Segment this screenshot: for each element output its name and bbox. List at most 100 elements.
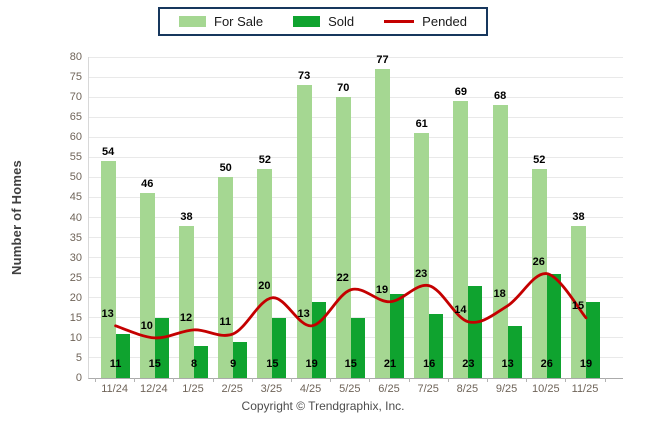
y-tick-label: 10: [69, 331, 82, 344]
legend: For Sale Sold Pended: [158, 7, 488, 36]
legend-item-pended: Pended: [384, 14, 467, 29]
value-label-sold: 8: [190, 358, 198, 370]
x-tick-mark: [134, 378, 136, 382]
legend-label-for-sale: For Sale: [214, 14, 264, 29]
bar-for-sale: [531, 169, 547, 378]
gridline: [89, 237, 623, 239]
bar-for-sale: [571, 225, 586, 378]
y-tick-label: 45: [69, 191, 82, 204]
x-tick-label: 6/25: [378, 383, 400, 395]
value-label-for-sale: 38: [180, 210, 193, 223]
value-label-sold: 13: [501, 358, 514, 370]
gridline: [89, 176, 623, 178]
gridline: [89, 257, 623, 259]
x-tick-mark: [291, 378, 292, 382]
x-tick-mark: [526, 378, 528, 382]
y-tick-label: 0: [75, 372, 82, 384]
value-label-pended: 13: [101, 307, 114, 320]
value-label-sold: 19: [305, 358, 318, 370]
x-tick-label: 3/25: [260, 383, 283, 395]
value-label-pended: 26: [532, 255, 545, 268]
x-tick-mark: [487, 378, 488, 382]
y-tick-label: 75: [69, 71, 82, 84]
x-tick-label: 10/25: [532, 383, 560, 395]
value-label-sold: 15: [266, 358, 279, 370]
value-label-sold: 15: [148, 358, 161, 370]
value-label-sold: 15: [344, 358, 357, 370]
value-label-sold: 19: [579, 358, 593, 370]
value-label-for-sale: 69: [454, 86, 468, 99]
y-tick-label: 35: [69, 231, 82, 244]
bar-sold: [350, 317, 365, 378]
y-tick-label: 60: [69, 131, 82, 144]
x-tick-mark: [95, 378, 96, 382]
value-label-for-sale: 38: [572, 210, 585, 223]
bar-for-sale: [296, 85, 312, 378]
x-tick-label: 11/24: [101, 383, 128, 395]
value-label-for-sale: 46: [141, 178, 154, 191]
value-label-pended: 23: [415, 267, 428, 280]
bar-for-sale: [453, 101, 469, 378]
bar-for-sale: [218, 177, 234, 378]
sold-swatch-icon: [293, 16, 321, 27]
y-tick-label: 25: [69, 271, 82, 284]
value-label-pended: 10: [140, 319, 153, 332]
x-tick-label: 4/25: [299, 383, 322, 395]
pended-line: [114, 272, 588, 340]
bar-sold: [115, 333, 130, 378]
x-tick-mark: [447, 378, 449, 382]
gridline: [89, 116, 623, 118]
x-tick-label: 9/25: [495, 383, 518, 395]
x-tick-mark: [173, 378, 175, 382]
bar-sold: [468, 285, 483, 378]
value-label-pended: 20: [258, 279, 271, 292]
plot-area: 54 11 46 15 38 8 50 9 52 15 73 19 70 15 77 21 61 16 69 23 68…: [88, 54, 623, 379]
bar-sold: [586, 301, 600, 378]
gridline: [89, 217, 623, 218]
value-label-pended: 13: [297, 307, 310, 320]
value-label-sold: 21: [383, 358, 397, 370]
legend-item-for-sale: For Sale: [179, 14, 263, 29]
y-tick-label: 15: [69, 311, 82, 324]
bar-for-sale: [100, 161, 116, 378]
bar-for-sale: [139, 193, 155, 378]
value-label-pended: 11: [219, 315, 231, 328]
value-label-pended: 14: [454, 303, 467, 316]
y-tick-label: 55: [69, 151, 82, 164]
y-tick-label: 65: [69, 111, 82, 124]
gridline: [89, 56, 623, 58]
value-label-for-sale: 77: [376, 54, 389, 67]
pended-line-swatch-icon: [384, 20, 415, 23]
gridline: [89, 156, 623, 158]
x-tick-label: 1/25: [182, 383, 204, 395]
value-label-sold: 16: [423, 358, 436, 370]
gridline: [89, 136, 623, 138]
copyright-text: Copyright © Trendgraphix, Inc.: [241, 399, 405, 413]
gridline: [89, 297, 623, 299]
value-label-pended: 19: [375, 283, 389, 296]
value-label-for-sale: 68: [493, 90, 507, 103]
gridline: [89, 277, 623, 279]
value-label-for-sale: 52: [258, 154, 272, 167]
gridline: [89, 96, 623, 98]
x-tick-mark: [408, 378, 410, 382]
y-tick-label: 40: [69, 211, 82, 224]
x-tick-mark: [330, 378, 332, 382]
value-label-pended: 18: [493, 287, 506, 300]
x-tick-mark: [369, 378, 371, 382]
bar-sold: [507, 325, 522, 378]
bar-for-sale: [257, 169, 273, 378]
x-tick-mark: [251, 378, 253, 382]
y-tick-label: 20: [69, 291, 82, 304]
value-label-for-sale: 73: [297, 70, 311, 83]
x-tick-mark: [604, 378, 606, 382]
y-axis-title-wrap: Number of Homes: [4, 57, 28, 378]
value-label-for-sale: 70: [337, 82, 350, 95]
bar-sold: [272, 317, 287, 378]
y-tick-label: 30: [69, 251, 82, 264]
value-label-for-sale: 52: [533, 154, 546, 167]
value-label-sold: 23: [462, 358, 475, 370]
y-axis-title: Number of Homes: [8, 160, 24, 275]
x-tick-label: 8/25: [456, 383, 479, 395]
